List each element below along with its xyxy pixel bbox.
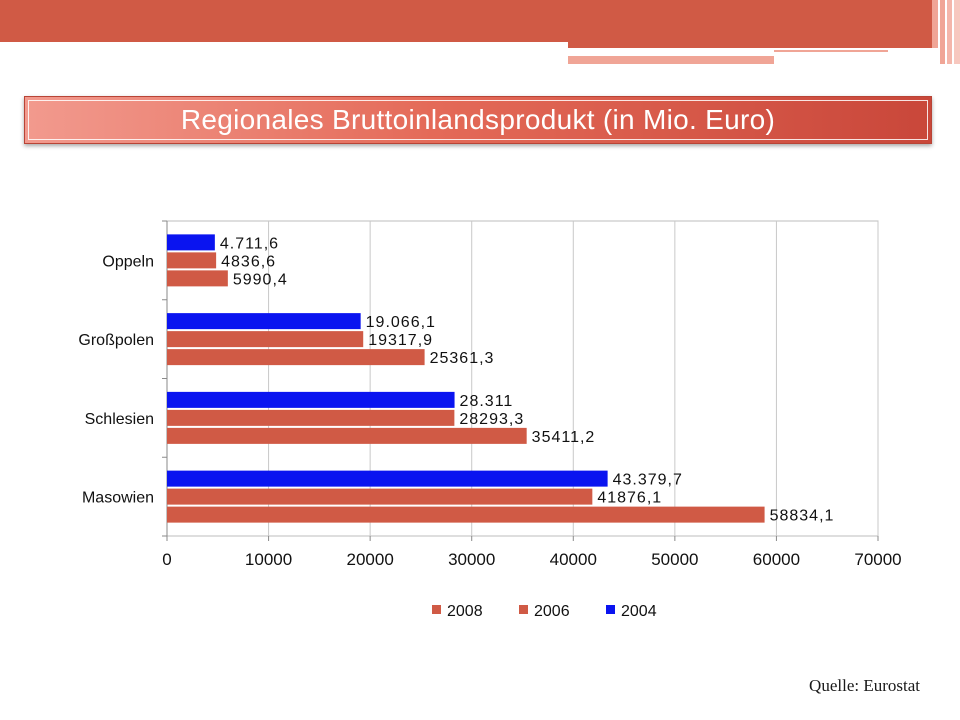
data-label: 4.711,6 bbox=[220, 235, 279, 252]
data-label: 41876,1 bbox=[597, 490, 662, 507]
x-tick-label: 50000 bbox=[651, 550, 698, 569]
data-label: 25361,3 bbox=[430, 350, 495, 367]
data-label: 5990,4 bbox=[233, 271, 288, 288]
top-band-accent bbox=[568, 56, 774, 64]
category-label: Oppeln bbox=[102, 253, 154, 270]
bar-2004 bbox=[167, 313, 361, 330]
bar-2006 bbox=[167, 331, 364, 348]
bar-2004 bbox=[167, 470, 608, 487]
bar-2004 bbox=[167, 391, 455, 408]
data-label: 43.379,7 bbox=[613, 472, 683, 489]
title-banner: Regionales Bruttoinlandsprodukt (in Mio.… bbox=[24, 96, 932, 144]
x-tick-label: 30000 bbox=[448, 550, 495, 569]
data-label: 28293,3 bbox=[459, 411, 524, 428]
data-label: 19.066,1 bbox=[366, 314, 436, 331]
top-band-tab bbox=[568, 42, 932, 48]
x-tick-label: 70000 bbox=[854, 550, 901, 569]
legend-label-2004: 2004 bbox=[621, 603, 657, 620]
category-label: Schlesien bbox=[85, 411, 154, 428]
category-label: Großpolen bbox=[78, 332, 154, 349]
bar-2006 bbox=[167, 252, 217, 269]
data-label: 28.311 bbox=[460, 393, 514, 410]
x-tick-label: 20000 bbox=[347, 550, 394, 569]
bar-2008 bbox=[167, 349, 425, 366]
legend-label-2008: 2008 bbox=[447, 603, 483, 620]
x-tick-label: 10000 bbox=[245, 550, 292, 569]
legend-swatch-2004 bbox=[606, 605, 615, 614]
bar-2006 bbox=[167, 488, 593, 505]
x-tick-label: 40000 bbox=[550, 550, 597, 569]
corner-stripe-3 bbox=[947, 0, 952, 64]
legend-label-2006: 2006 bbox=[534, 603, 570, 620]
data-label: 58834,1 bbox=[770, 508, 835, 525]
top-band bbox=[0, 0, 932, 42]
corner-stripe-4 bbox=[954, 0, 960, 64]
bar-2004 bbox=[167, 234, 215, 251]
legend-swatch-2006 bbox=[519, 605, 528, 614]
x-tick-label: 0 bbox=[162, 550, 171, 569]
data-label: 4836,6 bbox=[221, 253, 276, 270]
bar-2008 bbox=[167, 506, 765, 523]
x-tick-label: 60000 bbox=[753, 550, 800, 569]
category-label: Masowien bbox=[82, 490, 154, 507]
slide-title: Regionales Bruttoinlandsprodukt (in Mio.… bbox=[180, 104, 776, 135]
data-label: 35411,2 bbox=[532, 429, 596, 446]
corner-stripe-2 bbox=[940, 0, 945, 64]
bar-2006 bbox=[167, 409, 455, 426]
data-label: 19317,9 bbox=[368, 332, 433, 349]
bar-2008 bbox=[167, 427, 527, 444]
bar-2008 bbox=[167, 270, 228, 287]
legend-swatch-2008 bbox=[432, 605, 441, 614]
top-band-line bbox=[774, 50, 888, 52]
corner-stripe-1 bbox=[932, 0, 938, 48]
source-note: Quelle: Eurostat bbox=[809, 676, 920, 695]
